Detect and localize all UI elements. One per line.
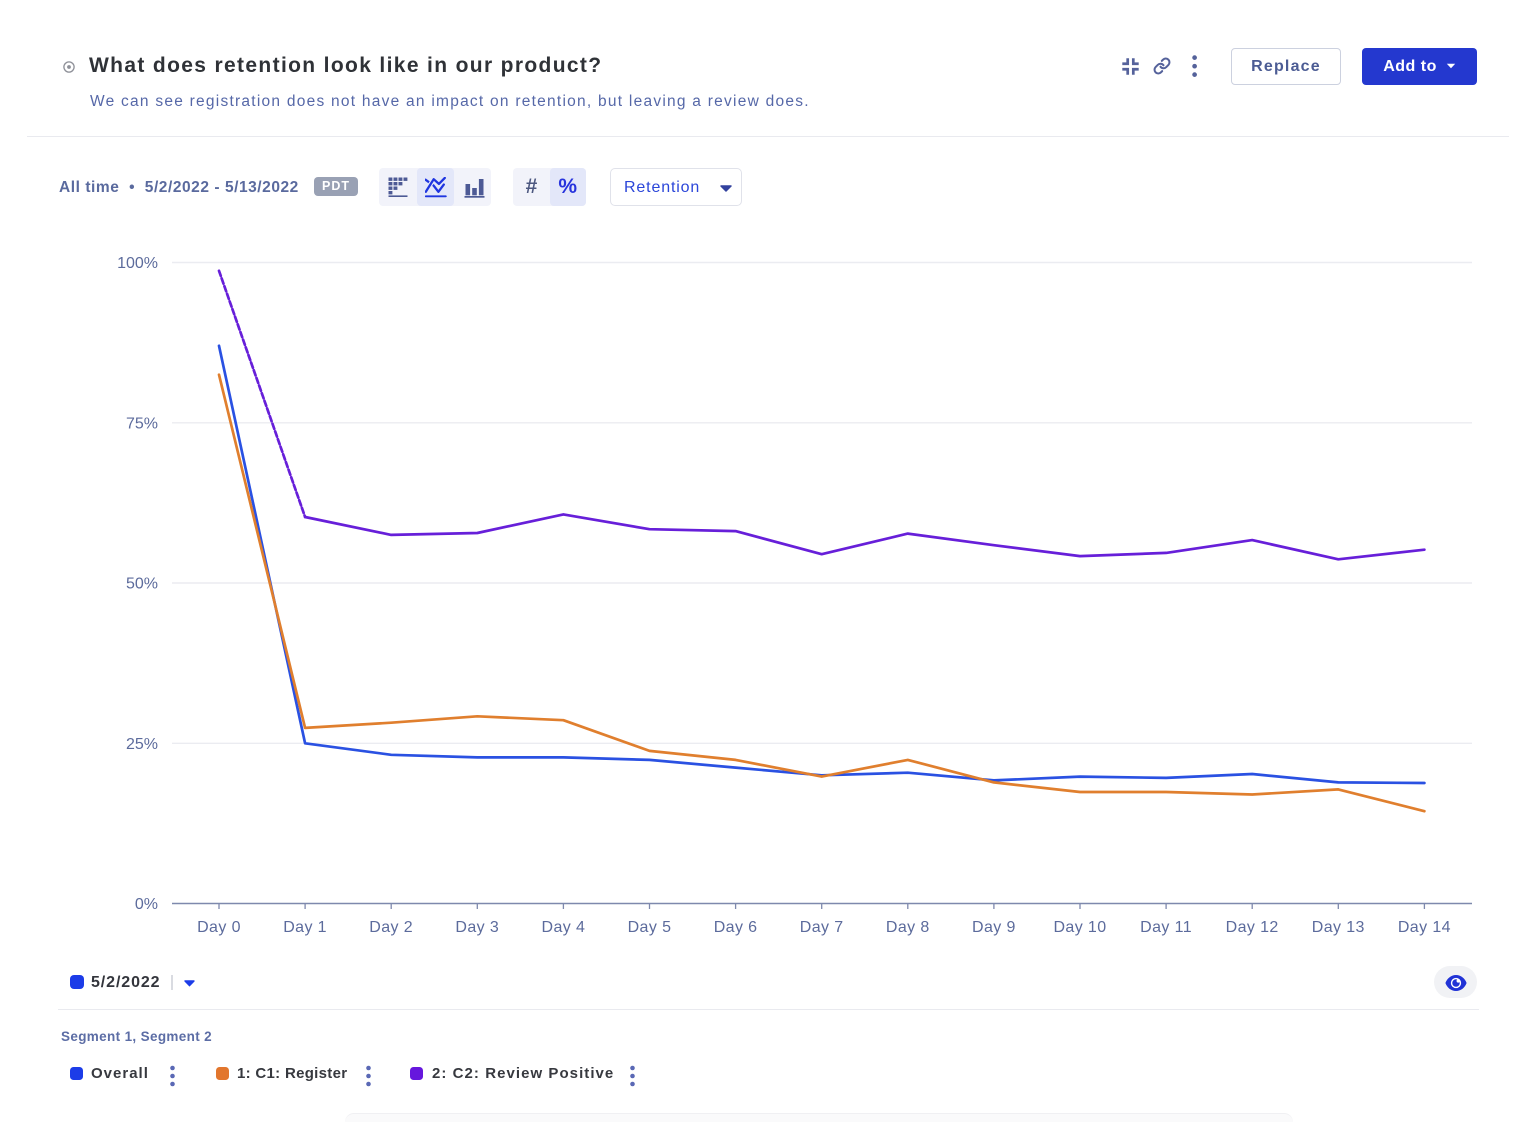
svg-text:Day 11: Day 11 [1140,919,1192,936]
svg-text:Day 7: Day 7 [800,919,844,936]
svg-text:Day 12: Day 12 [1226,919,1279,936]
svg-text:Day 8: Day 8 [886,919,930,936]
svg-text:Day 14: Day 14 [1398,919,1451,936]
svg-text:Day 9: Day 9 [972,919,1016,936]
svg-text:75%: 75% [126,415,158,432]
svg-text:Day 10: Day 10 [1053,919,1106,936]
svg-text:Day 2: Day 2 [369,919,413,936]
svg-text:Day 5: Day 5 [628,919,672,936]
svg-text:Day 0: Day 0 [197,919,241,936]
svg-text:Day 4: Day 4 [542,919,586,936]
svg-text:0%: 0% [135,896,158,913]
svg-text:Day 13: Day 13 [1312,919,1365,936]
svg-text:50%: 50% [126,576,158,593]
svg-text:Day 1: Day 1 [283,919,327,936]
svg-text:Day 3: Day 3 [455,919,499,936]
svg-text:Day 6: Day 6 [714,919,758,936]
svg-text:25%: 25% [126,736,158,753]
svg-text:100%: 100% [117,255,158,272]
